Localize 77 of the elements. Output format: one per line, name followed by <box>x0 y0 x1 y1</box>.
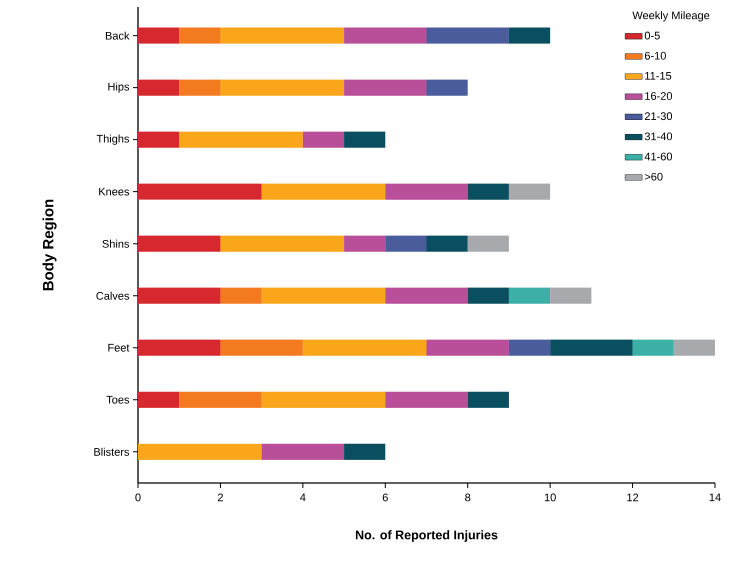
bar <box>344 28 426 44</box>
bar <box>220 288 262 304</box>
x-tick-label: 12 <box>627 494 638 502</box>
bar <box>426 28 509 44</box>
bar <box>468 236 509 252</box>
bar <box>262 288 386 304</box>
legend-label: 16-20 <box>645 92 672 100</box>
bar <box>468 392 509 408</box>
legend-label: 41-60 <box>644 152 672 160</box>
bar <box>138 340 220 356</box>
y-tick-label: Knees <box>99 188 130 196</box>
legend-label: 31-40 <box>644 132 672 140</box>
bar <box>262 444 344 460</box>
bar <box>632 340 674 356</box>
bar <box>508 28 550 44</box>
x-tick-label: 4 <box>300 494 306 502</box>
bar <box>302 132 344 148</box>
y-axis-title: Body Region <box>42 200 57 290</box>
bar <box>550 288 592 304</box>
legend-label: >60 <box>644 172 663 181</box>
bar <box>302 340 426 356</box>
bar <box>138 132 180 148</box>
bar <box>179 392 262 408</box>
bar <box>138 184 262 200</box>
bar <box>385 184 468 200</box>
bar <box>468 288 509 304</box>
bar <box>344 132 386 148</box>
bar <box>262 392 386 408</box>
bar <box>468 184 509 200</box>
bar <box>138 28 180 44</box>
y-tick-label: Shins <box>102 240 130 248</box>
legend-label: 6-10 <box>644 52 666 60</box>
y-tick-label: Calves <box>96 292 130 300</box>
x-axis-title: No. of Reported Injuries <box>356 530 498 542</box>
x-tick-label: 6 <box>382 494 388 502</box>
bar <box>138 236 220 252</box>
bar <box>220 236 344 252</box>
bar <box>344 236 386 252</box>
y-tick-label: Thighs <box>96 134 130 145</box>
legend-label: 11-15 <box>645 72 672 80</box>
legend-label: 0-5 <box>644 32 660 40</box>
bar <box>385 236 426 252</box>
y-tick-label: Blisters <box>94 448 130 456</box>
x-tick-label: 10 <box>544 494 556 502</box>
bar <box>179 132 303 148</box>
bar <box>674 340 716 356</box>
bar <box>179 28 220 44</box>
bar <box>426 340 509 356</box>
bar <box>344 444 386 460</box>
bar <box>426 236 468 252</box>
x-tick-label: 8 <box>465 494 470 502</box>
bar <box>385 392 468 408</box>
x-tick-label: 2 <box>218 494 223 502</box>
x-tick-label: 0 <box>135 494 141 502</box>
y-tick-label: Hips <box>108 82 130 93</box>
legend-label: 21-30 <box>644 112 672 120</box>
bar <box>138 288 220 304</box>
legend-title: Weekly Mileage <box>632 11 710 22</box>
y-tick-label: Toes <box>106 396 130 404</box>
y-tick-label: Feet <box>108 344 130 352</box>
bar <box>508 184 550 200</box>
bar <box>138 444 262 460</box>
bar <box>220 28 344 44</box>
bar <box>344 80 426 96</box>
bar <box>220 340 303 356</box>
bar <box>508 288 550 304</box>
x-tick-label: 14 <box>710 494 721 502</box>
bar <box>179 80 220 96</box>
bar <box>138 392 180 408</box>
bar <box>220 80 344 96</box>
bar <box>385 288 468 304</box>
bar <box>550 340 633 356</box>
y-tick-label: Back <box>106 32 130 40</box>
bar <box>508 340 550 356</box>
bar <box>138 80 180 96</box>
bar <box>262 184 386 200</box>
bar <box>426 80 468 96</box>
